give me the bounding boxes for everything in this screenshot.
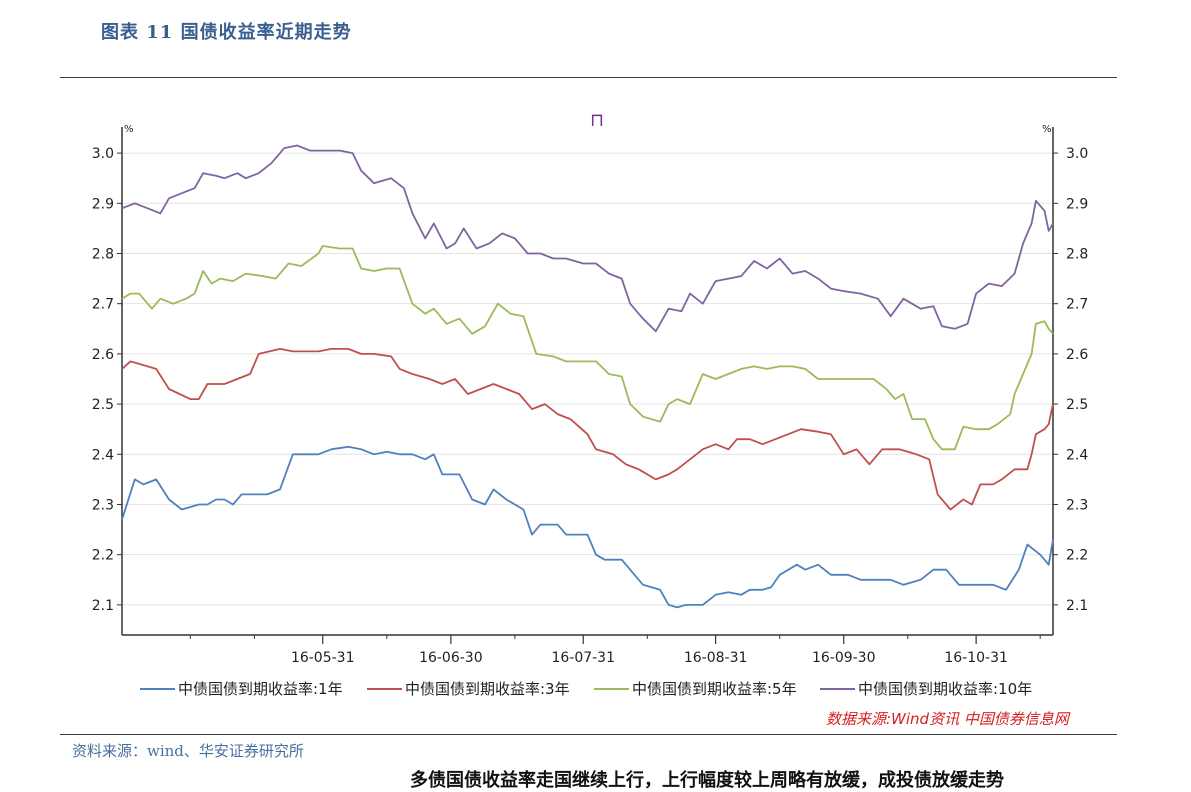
y-tick-label-left: 2.6 xyxy=(92,347,114,363)
y-tick-label-left: 2.4 xyxy=(92,447,114,463)
y-unit-left: % xyxy=(124,124,134,135)
legend-label: 中债国债到期收益率:3年 xyxy=(405,680,570,698)
y-tick-label-right: 2.6 xyxy=(1066,347,1088,363)
y-tick-label-right: 2.8 xyxy=(1066,246,1088,262)
bottom-rule xyxy=(60,734,1117,735)
x-tick-label: 16-10-31 xyxy=(944,650,1008,666)
x-tick-label: 16-09-30 xyxy=(812,650,876,666)
series-line-1 xyxy=(121,445,1054,609)
top-mark: ⊓ xyxy=(590,110,605,131)
y-tick-label-right: 2.4 xyxy=(1066,447,1088,463)
y-tick-label-right: 3.0 xyxy=(1066,146,1088,162)
legend-label: 中债国债到期收益率:10年 xyxy=(858,680,1032,698)
y-tick-label-left: 2.9 xyxy=(92,196,114,212)
y-tick-label-left: 2.1 xyxy=(92,598,114,614)
y-tick-label-left: 2.8 xyxy=(92,246,114,262)
footer-source: 资料来源：wind、华安证券研究所 xyxy=(72,742,304,760)
y-tick-label-left: 3.0 xyxy=(92,146,114,162)
y-tick-label-right: 2.2 xyxy=(1066,548,1088,564)
legend-label: 中债国债到期收益率:5年 xyxy=(632,680,797,698)
series-line-3 xyxy=(121,245,1054,451)
y-tick-label-right: 2.5 xyxy=(1066,397,1088,413)
body-text: 多债国债收益率走国继续上行，上行幅度较上周略有放缓，成投债放缓走势 xyxy=(410,770,1004,791)
series-line-4 xyxy=(121,144,1054,333)
top-rule xyxy=(60,77,1117,78)
series-line-2 xyxy=(121,347,1054,511)
x-tick-label: 16-05-31 xyxy=(291,650,355,666)
x-tick-label: 16-07-31 xyxy=(551,650,615,666)
x-tick-label: 16-06-30 xyxy=(419,650,483,666)
y-tick-label-right: 2.3 xyxy=(1066,497,1088,513)
y-tick-label-right: 2.1 xyxy=(1066,598,1088,614)
y-tick-label-right: 2.9 xyxy=(1066,196,1088,212)
y-tick-label-left: 2.5 xyxy=(92,397,114,413)
y-tick-label-right: 2.7 xyxy=(1066,297,1088,313)
y-tick-label-left: 2.3 xyxy=(92,497,114,513)
figure-title: 图表 11 国债收益率近期走势 xyxy=(101,22,352,43)
y-tick-label-left: 2.7 xyxy=(92,297,114,313)
wind-source-note: 数据来源:Wind资讯 中国债券信息网 xyxy=(826,710,1069,728)
y-unit-right: % xyxy=(1042,124,1052,135)
legend-label: 中债国债到期收益率:1年 xyxy=(178,680,343,698)
x-tick-label: 16-08-31 xyxy=(684,650,748,666)
y-tick-label-left: 2.2 xyxy=(92,548,114,564)
